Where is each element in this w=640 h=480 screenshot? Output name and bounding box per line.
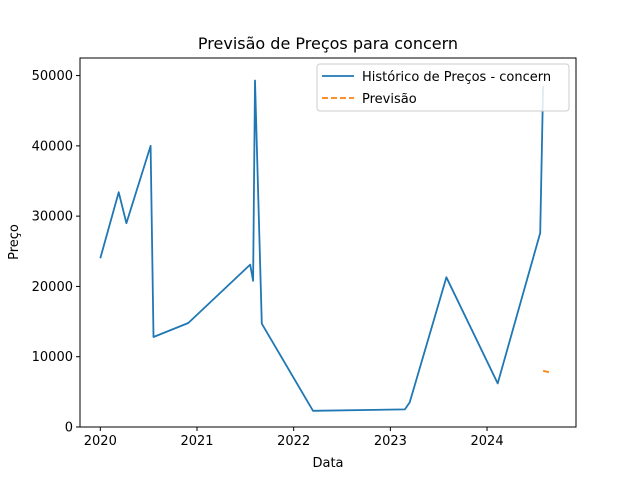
x-tick-label: 2021 bbox=[180, 434, 213, 449]
y-axis-label: Preço bbox=[7, 224, 22, 260]
legend: Histórico de Preços - concern Previsão bbox=[316, 63, 570, 112]
y-axis-ticks: 0 10000 20000 30000 40000 50000 bbox=[32, 69, 80, 436]
legend-label-historico: Histórico de Preços - concern bbox=[362, 70, 551, 85]
y-tick-label: 40000 bbox=[32, 139, 73, 154]
y-tick-label: 10000 bbox=[32, 350, 73, 365]
series-line-1 bbox=[542, 369, 553, 374]
x-tick-label: 2024 bbox=[471, 434, 504, 449]
legend-label-previsao: Previsão bbox=[362, 92, 417, 107]
plot-lines bbox=[99, 79, 553, 412]
x-axis-label: Data bbox=[312, 456, 343, 471]
x-tick-label: 2023 bbox=[374, 434, 407, 449]
y-tick-label: 0 bbox=[65, 421, 73, 436]
y-tick-label: 20000 bbox=[32, 280, 73, 295]
x-tick-label: 2020 bbox=[84, 434, 117, 449]
plot-area-frame bbox=[79, 57, 577, 428]
y-tick-label: 30000 bbox=[32, 210, 73, 225]
y-tick-label: 50000 bbox=[32, 69, 73, 84]
x-axis-ticks: 2020 2021 2022 2023 2024 bbox=[84, 427, 504, 449]
chart-title: Previsão de Preços para concern bbox=[198, 34, 458, 53]
legend-box bbox=[316, 63, 570, 112]
series-line-0 bbox=[99, 79, 544, 412]
x-tick-label: 2022 bbox=[277, 434, 310, 449]
